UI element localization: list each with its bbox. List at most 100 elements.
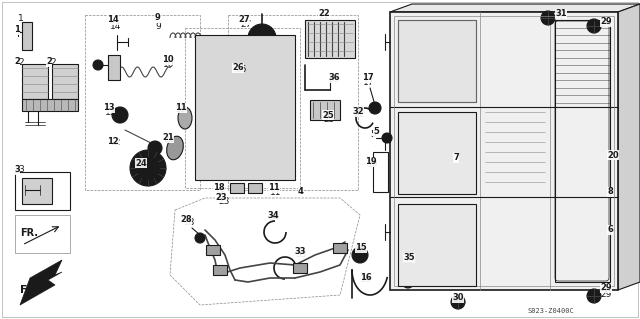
- Circle shape: [357, 252, 363, 258]
- Text: 17: 17: [362, 73, 374, 83]
- Ellipse shape: [166, 136, 183, 160]
- Text: 6: 6: [607, 226, 613, 234]
- Text: 10: 10: [162, 56, 173, 64]
- Text: 12: 12: [110, 138, 122, 147]
- Bar: [310, 100, 340, 120]
- Polygon shape: [618, 4, 640, 290]
- Circle shape: [243, 65, 257, 79]
- Text: 19: 19: [365, 158, 376, 167]
- Text: 27: 27: [238, 16, 250, 25]
- Text: FR.: FR.: [20, 228, 38, 238]
- Text: FR.: FR.: [20, 285, 40, 295]
- Text: 24: 24: [135, 162, 147, 171]
- Circle shape: [352, 247, 368, 263]
- Circle shape: [587, 289, 601, 303]
- Polygon shape: [20, 260, 62, 305]
- Text: 32: 32: [352, 108, 364, 116]
- Text: 9: 9: [155, 22, 161, 31]
- Text: 31: 31: [553, 12, 564, 21]
- Bar: [305, 20, 355, 58]
- Text: 22: 22: [318, 10, 330, 19]
- Text: 13: 13: [105, 108, 116, 117]
- Text: 31: 31: [555, 10, 566, 19]
- Text: 16: 16: [360, 273, 372, 283]
- Text: 30: 30: [452, 296, 463, 305]
- Text: 23: 23: [215, 194, 227, 203]
- Circle shape: [248, 24, 276, 52]
- Text: 30: 30: [452, 293, 463, 302]
- Text: 8: 8: [607, 188, 612, 197]
- Circle shape: [152, 145, 158, 151]
- Text: 25: 25: [322, 110, 333, 120]
- Text: 19: 19: [367, 160, 378, 169]
- Bar: [15, 215, 70, 253]
- Circle shape: [402, 276, 414, 288]
- Text: 2: 2: [50, 58, 56, 67]
- Bar: [206, 245, 220, 255]
- Bar: [398, 20, 476, 102]
- Bar: [373, 152, 388, 192]
- Circle shape: [587, 19, 601, 33]
- Text: 22: 22: [318, 12, 329, 21]
- Text: 26: 26: [232, 63, 244, 72]
- Circle shape: [112, 107, 128, 123]
- Text: 33: 33: [294, 248, 305, 256]
- Text: 28: 28: [180, 216, 191, 225]
- Text: 25: 25: [323, 115, 334, 124]
- Text: 3: 3: [14, 166, 20, 174]
- Bar: [555, 20, 610, 282]
- Bar: [22, 64, 48, 99]
- Circle shape: [93, 60, 103, 70]
- Bar: [248, 183, 262, 193]
- Text: 10: 10: [163, 60, 175, 69]
- Text: 14: 14: [110, 22, 122, 31]
- Text: 16: 16: [360, 275, 371, 284]
- Text: 5: 5: [373, 128, 379, 137]
- Text: 35: 35: [403, 254, 415, 263]
- Bar: [108, 55, 120, 80]
- Bar: [390, 12, 618, 290]
- Text: 29: 29: [600, 18, 612, 26]
- Text: 23: 23: [218, 197, 229, 206]
- Bar: [213, 265, 227, 275]
- Text: 34: 34: [268, 213, 280, 222]
- Text: S023-Z0400C: S023-Z0400C: [528, 308, 575, 314]
- Text: 14: 14: [107, 16, 119, 25]
- Bar: [22, 99, 78, 111]
- Text: 4: 4: [298, 188, 304, 197]
- Bar: [398, 204, 476, 286]
- Text: 29: 29: [600, 290, 611, 299]
- Text: 11: 11: [270, 188, 282, 197]
- Polygon shape: [390, 4, 640, 12]
- Text: 29: 29: [600, 284, 612, 293]
- Bar: [230, 183, 244, 193]
- Text: 2: 2: [18, 58, 24, 67]
- Text: 11: 11: [268, 183, 280, 192]
- Text: 2: 2: [14, 57, 20, 66]
- Bar: [398, 112, 476, 194]
- Circle shape: [195, 233, 205, 243]
- Bar: [394, 16, 614, 286]
- Bar: [293, 263, 307, 273]
- Circle shape: [541, 11, 555, 25]
- Text: 7: 7: [453, 153, 459, 162]
- Text: 1: 1: [18, 14, 24, 23]
- Text: 13: 13: [103, 103, 115, 113]
- Text: 15: 15: [355, 243, 367, 253]
- Text: 35: 35: [402, 256, 413, 265]
- Bar: [22, 178, 52, 204]
- Text: 11: 11: [175, 105, 186, 114]
- Circle shape: [451, 295, 465, 309]
- Text: 12: 12: [107, 137, 119, 146]
- Text: 27: 27: [240, 20, 252, 29]
- Text: 18: 18: [213, 183, 225, 192]
- Circle shape: [369, 102, 381, 114]
- Text: 32: 32: [353, 110, 364, 119]
- Bar: [15, 172, 70, 210]
- Bar: [52, 64, 78, 99]
- Bar: [195, 35, 295, 180]
- Text: 20: 20: [607, 151, 619, 160]
- Text: 17: 17: [363, 78, 374, 87]
- Ellipse shape: [178, 107, 192, 129]
- Bar: [185, 28, 300, 188]
